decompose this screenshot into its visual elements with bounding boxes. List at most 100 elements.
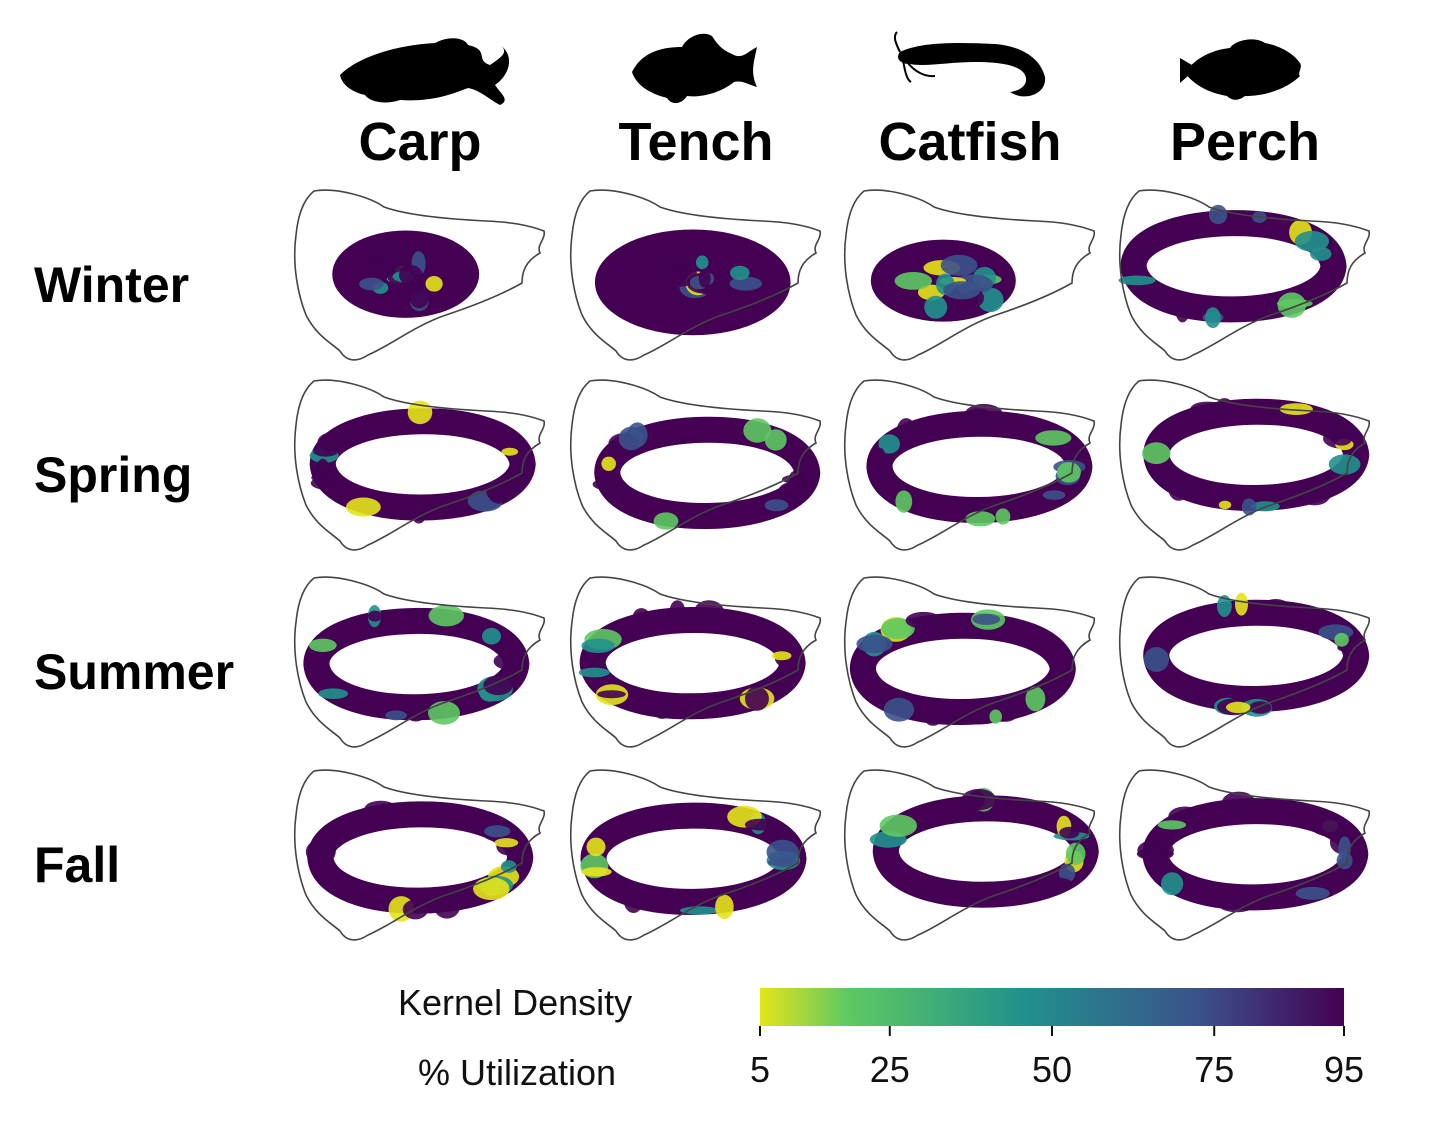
density-hotspot <box>318 688 349 699</box>
density-hotspot <box>1310 246 1332 261</box>
density-hotspot <box>1235 592 1248 616</box>
density-hotspot <box>1217 595 1232 617</box>
density-hotspot <box>1294 230 1329 252</box>
density-hotspot <box>695 255 709 270</box>
density-hotspot <box>729 276 763 291</box>
legend-title-line1: Kernel Density <box>398 982 632 1023</box>
density-hotspot <box>964 403 1004 427</box>
density-hotspot <box>399 265 423 286</box>
density-hotspot <box>1122 262 1146 280</box>
density-hotspot <box>370 254 388 281</box>
density-hotspot <box>905 611 942 629</box>
density-hotspot <box>311 472 341 483</box>
density-hotspot <box>658 253 694 265</box>
density-hotspot <box>1025 686 1046 712</box>
density-hotspot <box>1334 632 1349 647</box>
colorbar-tick-label: 75 <box>1194 1049 1234 1090</box>
density-ring <box>307 801 534 914</box>
tench-silhouette-icon <box>632 33 757 104</box>
density-hotspot <box>1175 614 1189 627</box>
density-hotspot <box>1205 307 1221 328</box>
density-hotspot <box>428 701 460 725</box>
perch-silhouette-icon <box>1180 39 1301 100</box>
density-hotspot <box>894 272 933 290</box>
density-hotspot <box>346 497 381 517</box>
density-hotspot <box>881 617 915 640</box>
density-hotspot <box>1147 848 1165 872</box>
density-hotspot <box>493 653 519 670</box>
season-label-spring: Spring <box>34 447 192 503</box>
density-hotspot <box>308 638 337 652</box>
density-hotspot <box>1142 442 1171 465</box>
panel-tench-fall <box>569 769 822 941</box>
panel-tench-summer <box>569 576 822 748</box>
density-hotspot <box>1331 432 1352 446</box>
density-hotspot <box>385 710 407 721</box>
density-hotspot <box>1161 872 1184 896</box>
density-hotspot <box>744 686 769 711</box>
density-hotspot <box>669 600 686 623</box>
panel-tench-spring <box>569 379 822 551</box>
carp-silhouette-icon <box>340 38 510 105</box>
density-hotspot <box>484 825 511 838</box>
density-hotspot <box>1038 877 1074 890</box>
density-hotspot <box>879 814 917 837</box>
density-hotspot <box>874 447 887 474</box>
density-hotspot <box>1035 430 1072 446</box>
density-hotspot <box>965 511 996 527</box>
season-label-fall: Fall <box>34 837 120 893</box>
density-hotspot <box>744 818 776 831</box>
density-hotspot <box>1157 820 1187 830</box>
density-hotspot <box>883 697 915 722</box>
density-hotspot <box>486 481 511 502</box>
catfish-silhouette-icon <box>893 31 1046 97</box>
legend: Kernel Density % Utilization 5 25 50 75 95 <box>398 982 1364 1093</box>
density-ring <box>1143 599 1370 712</box>
density-hotspot <box>501 447 519 456</box>
density-hotspot <box>581 867 612 877</box>
density-hotspot <box>632 608 651 628</box>
density-hotspot <box>1175 301 1190 323</box>
density-hotspot <box>764 499 789 512</box>
density-hotspot <box>856 634 893 653</box>
panel-tench-winter <box>569 189 822 361</box>
density-ring <box>1143 398 1370 512</box>
density-hotspot <box>957 715 998 725</box>
density-hotspot <box>743 418 772 443</box>
density-hotspot <box>1336 851 1353 870</box>
density-hotspot <box>764 429 787 451</box>
panel-catfish-summer <box>843 576 1096 748</box>
density-hotspot <box>592 478 627 491</box>
density-hotspot <box>500 860 517 873</box>
density-hotspot <box>364 800 397 818</box>
species-label-perch: Perch <box>1170 112 1320 172</box>
density-hotspot <box>1118 275 1156 286</box>
density-hotspot <box>359 277 384 291</box>
panel-carp-fall <box>293 769 546 941</box>
density-hotspot <box>995 508 1011 525</box>
density-hotspot <box>878 434 900 454</box>
density-hotspot <box>679 906 720 915</box>
density-hotspot <box>1310 814 1349 837</box>
density-hotspot <box>1279 403 1313 415</box>
legend-title-line2: % Utilization <box>418 1052 616 1093</box>
density-hotspot <box>1138 291 1162 300</box>
density-hotspot <box>698 268 711 288</box>
panel-perch-summer <box>1118 576 1371 748</box>
density-hotspot <box>906 886 931 895</box>
density-hotspot <box>989 709 1002 724</box>
density-hotspot <box>1042 490 1066 500</box>
density-hotspot <box>943 281 981 300</box>
density-hotspot <box>1328 454 1361 475</box>
density-hotspot <box>494 838 519 848</box>
colorbar-tick-label: 5 <box>750 1049 770 1090</box>
panel-carp-winter <box>293 189 546 361</box>
density-hotspot <box>581 638 615 653</box>
density-hotspot <box>766 839 799 865</box>
species-label-tench: Tench <box>618 112 773 172</box>
density-hotspot <box>409 286 429 309</box>
density-hotspot <box>623 889 644 913</box>
density-hotspot <box>940 254 978 276</box>
density-hotspot <box>968 790 985 809</box>
